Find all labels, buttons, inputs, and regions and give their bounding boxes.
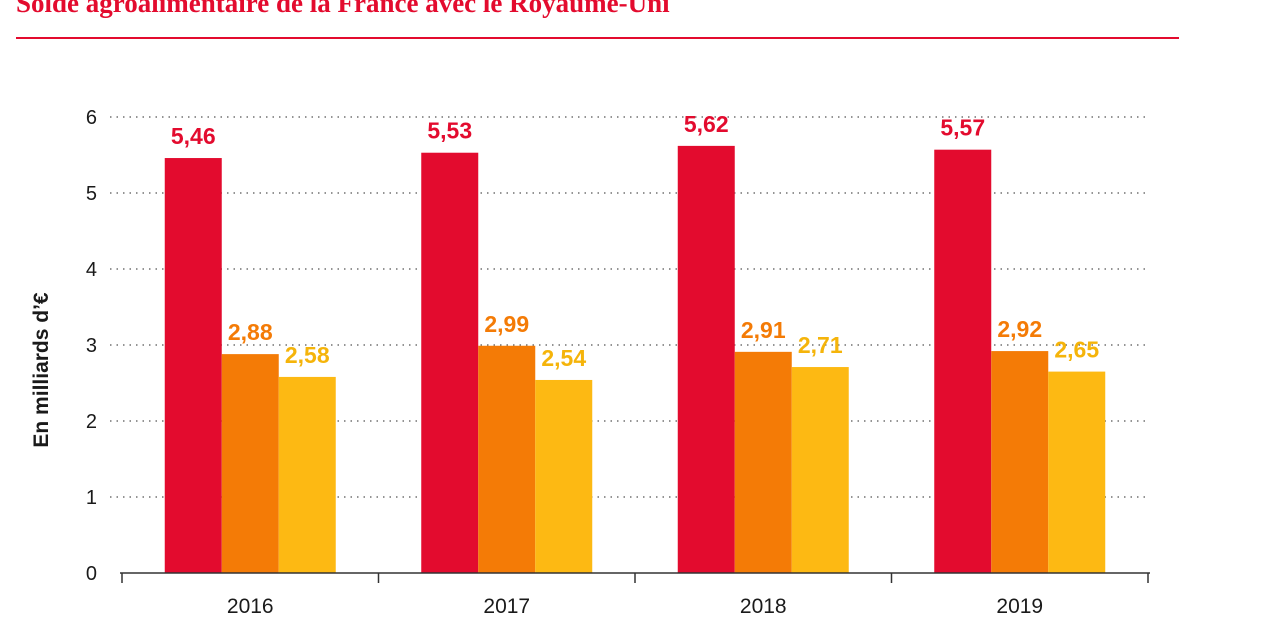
x-tick-labels: 2016 2017 2018 2019 [227,595,1043,618]
y-tick-label: 0 [86,563,97,585]
bar-2016-series-3 [278,376,336,573]
y-tick-label: 2 [86,411,97,433]
y-tick-label: 1 [86,487,97,509]
bar-2019-series-1 [934,149,992,573]
bar-2019-series-3 [1048,371,1106,573]
data-label: 2,54 [541,345,586,371]
data-label: 2,99 [484,311,529,337]
data-label: 5,53 [427,118,472,144]
data-label: 2,65 [1054,337,1099,363]
bar-2017-series-2 [478,345,536,573]
x-axis [120,572,1150,583]
y-tick-label: 6 [86,107,97,129]
data-label: 2,92 [997,316,1042,342]
data-label: 2,58 [285,342,330,368]
data-label: 2,88 [228,319,273,345]
bars [164,145,1106,574]
bar-2018-series-1 [677,145,735,573]
data-label: 5,57 [940,115,985,141]
data-label: 5,62 [684,111,729,137]
bar-2017-series-1 [421,152,479,573]
y-tick-label: 5 [86,183,97,205]
x-tick-label: 2018 [740,595,787,618]
y-tick-label: 3 [86,335,97,357]
bar-2016-series-1 [164,158,222,574]
bar-2019-series-2 [991,351,1049,573]
x-tick-label: 2016 [227,595,274,618]
y-tick-label: 4 [86,259,97,281]
bar-2018-series-3 [791,367,849,573]
y-axis-label: En milliards d’€ [30,292,53,448]
x-tick-label: 2019 [996,595,1043,618]
chart-title: Solde agroalimentaire de la France avec … [16,0,670,18]
title-underline [16,37,1179,39]
data-label: 5,46 [171,123,216,149]
bar-2018-series-2 [734,351,792,573]
bar-2016-series-2 [221,354,279,573]
data-label: 2,91 [741,317,786,343]
data-label: 2,71 [798,332,843,358]
y-tick-labels: 0 1 2 3 4 5 6 [86,107,97,585]
data-labels: 5,46 2,88 2,58 5,53 2,99 2,54 5,62 2,91 2,71 5,57… [171,111,1099,371]
bar-2017-series-3 [535,379,593,573]
x-tick-label: 2017 [483,595,530,618]
grid-lines [110,116,1150,498]
